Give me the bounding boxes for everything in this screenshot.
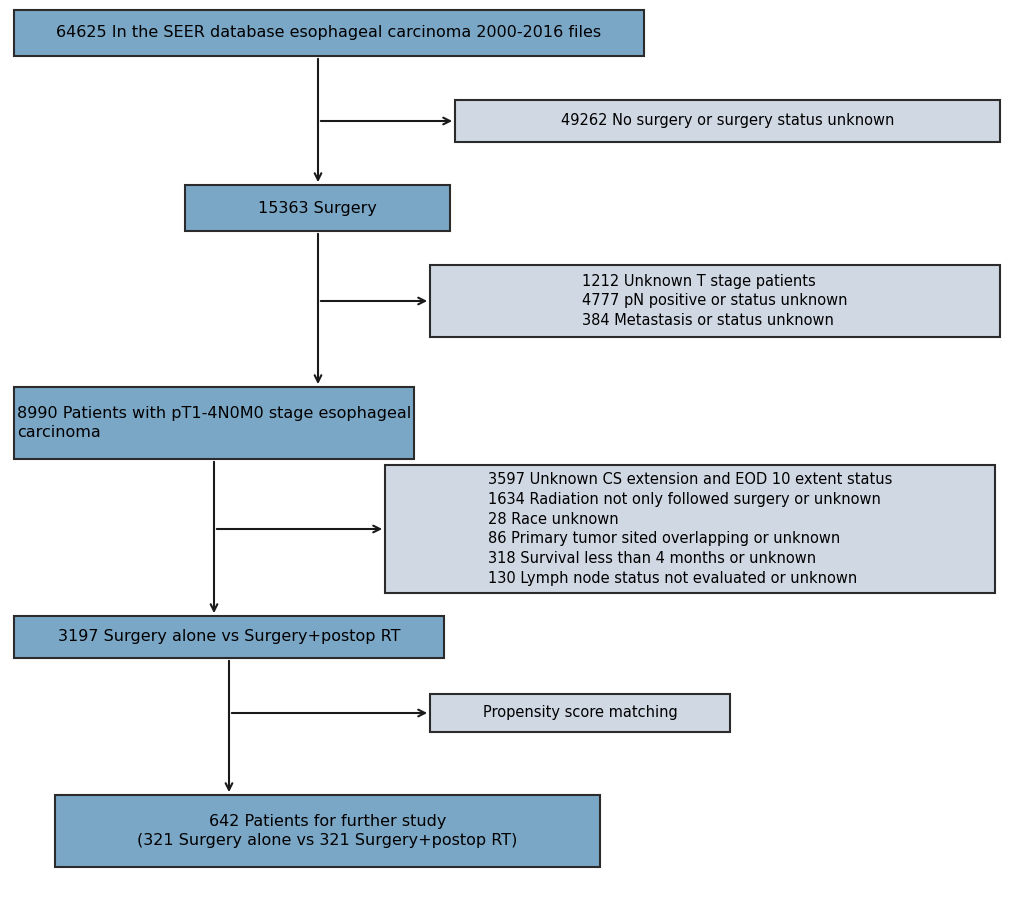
Text: Propensity score matching: Propensity score matching [482,705,677,721]
Text: 8990 Patients with pT1-4N0M0 stage esophageal
carcinoma: 8990 Patients with pT1-4N0M0 stage esoph… [17,405,411,440]
FancyBboxPatch shape [430,694,730,732]
FancyBboxPatch shape [14,387,414,459]
Text: 642 Patients for further study
(321 Surgery alone vs 321 Surgery+postop RT): 642 Patients for further study (321 Surg… [138,814,518,848]
Text: 49262 No surgery or surgery status unknown: 49262 No surgery or surgery status unkno… [560,114,894,128]
Text: 15363 Surgery: 15363 Surgery [258,200,377,216]
FancyBboxPatch shape [454,100,999,142]
FancyBboxPatch shape [14,616,443,658]
Text: 1212 Unknown T stage patients
4777 pN positive or status unknown
384 Metastasis : 1212 Unknown T stage patients 4777 pN po… [582,273,847,328]
FancyBboxPatch shape [384,465,994,593]
Text: 64625 In the SEER database esophageal carcinoma 2000-2016 files: 64625 In the SEER database esophageal ca… [56,26,601,40]
FancyBboxPatch shape [14,10,643,56]
FancyBboxPatch shape [55,795,599,867]
FancyBboxPatch shape [430,265,999,337]
Text: 3197 Surgery alone vs Surgery+postop RT: 3197 Surgery alone vs Surgery+postop RT [58,630,399,644]
Text: 3597 Unknown CS extension and EOD 10 extent status
1634 Radiation not only follo: 3597 Unknown CS extension and EOD 10 ext… [487,472,892,586]
FancyBboxPatch shape [184,185,449,231]
